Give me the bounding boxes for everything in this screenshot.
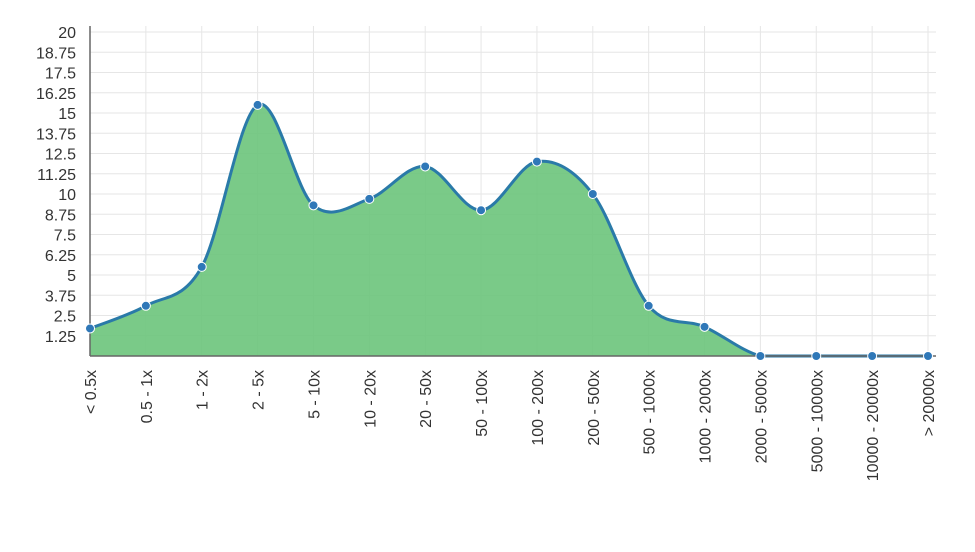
y-tick-label: 5 xyxy=(67,268,76,285)
x-tick-label: 100 - 200x xyxy=(530,370,547,446)
y-tick-label: 17.5 xyxy=(45,66,76,83)
data-point[interactable] xyxy=(811,351,822,361)
data-point[interactable] xyxy=(252,99,263,110)
x-tick-label: < 0.5x xyxy=(83,370,100,414)
x-tick-label: 50 - 100x xyxy=(474,370,491,437)
y-tick-label: 15 xyxy=(58,106,76,123)
x-tick-label: 2000 - 5000x xyxy=(753,370,770,463)
y-axis-tick-labels: 1.25 2.5 3.75 5 6.25 7.5 8.75 10 11.25 12.5 13.75 1… xyxy=(36,25,76,346)
x-tick-label: 5 - 10x xyxy=(306,370,323,419)
area-fill xyxy=(90,104,928,356)
data-point[interactable] xyxy=(867,351,878,361)
x-tick-label: 0.5 - 1x xyxy=(139,370,156,423)
axes xyxy=(89,26,936,357)
x-tick-label: 10 - 20x xyxy=(362,370,379,428)
data-point[interactable] xyxy=(755,351,766,361)
y-tick-label: 20 xyxy=(58,25,76,42)
x-axis-tick-labels: < 0.5x 0.5 - 1x 1 - 2x 2 - 5x 5 - 10x 10 - 20… xyxy=(83,370,938,481)
y-tick-label: 2.5 xyxy=(54,309,76,326)
data-point[interactable] xyxy=(923,351,933,361)
series-area xyxy=(89,102,928,358)
data-point[interactable] xyxy=(308,200,319,211)
y-tick-label: 7.5 xyxy=(54,228,76,245)
data-point[interactable] xyxy=(587,189,598,199)
y-tick-label: 12.5 xyxy=(45,147,76,164)
data-point[interactable] xyxy=(196,261,207,272)
data-point[interactable] xyxy=(643,300,654,311)
x-tick-label: 200 - 500x xyxy=(586,370,603,446)
data-point[interactable] xyxy=(476,205,487,216)
data-point[interactable] xyxy=(531,156,542,167)
x-tick-label: 10000 - 20000x xyxy=(865,370,882,481)
data-point[interactable] xyxy=(420,161,431,172)
data-point[interactable] xyxy=(140,300,151,311)
y-tick-label: 8.75 xyxy=(45,207,76,224)
x-tick-label: 5000 - 10000x xyxy=(809,370,826,472)
data-point[interactable] xyxy=(85,323,95,334)
data-points[interactable] xyxy=(85,99,933,361)
data-point[interactable] xyxy=(364,193,375,204)
y-tick-label: 13.75 xyxy=(36,126,76,143)
y-tick-label: 18.75 xyxy=(36,45,76,62)
x-tick-label: 500 - 1000x xyxy=(642,370,659,455)
y-tick-label: 3.75 xyxy=(45,288,76,305)
y-tick-label: 1.25 xyxy=(45,329,76,346)
data-point[interactable] xyxy=(699,321,710,332)
y-tick-label: 6.25 xyxy=(45,248,76,265)
y-tick-label: 10 xyxy=(58,187,76,204)
x-tick-label: > 20000x xyxy=(921,370,938,436)
y-tick-label: 16.25 xyxy=(36,86,76,103)
y-tick-label: 11.25 xyxy=(37,167,76,184)
x-tick-label: 20 - 50x xyxy=(418,370,435,428)
x-tick-label: 2 - 5x xyxy=(251,370,268,410)
x-tick-label: 1 - 2x xyxy=(195,370,212,410)
x-tick-label: 1000 - 2000x xyxy=(698,370,715,463)
